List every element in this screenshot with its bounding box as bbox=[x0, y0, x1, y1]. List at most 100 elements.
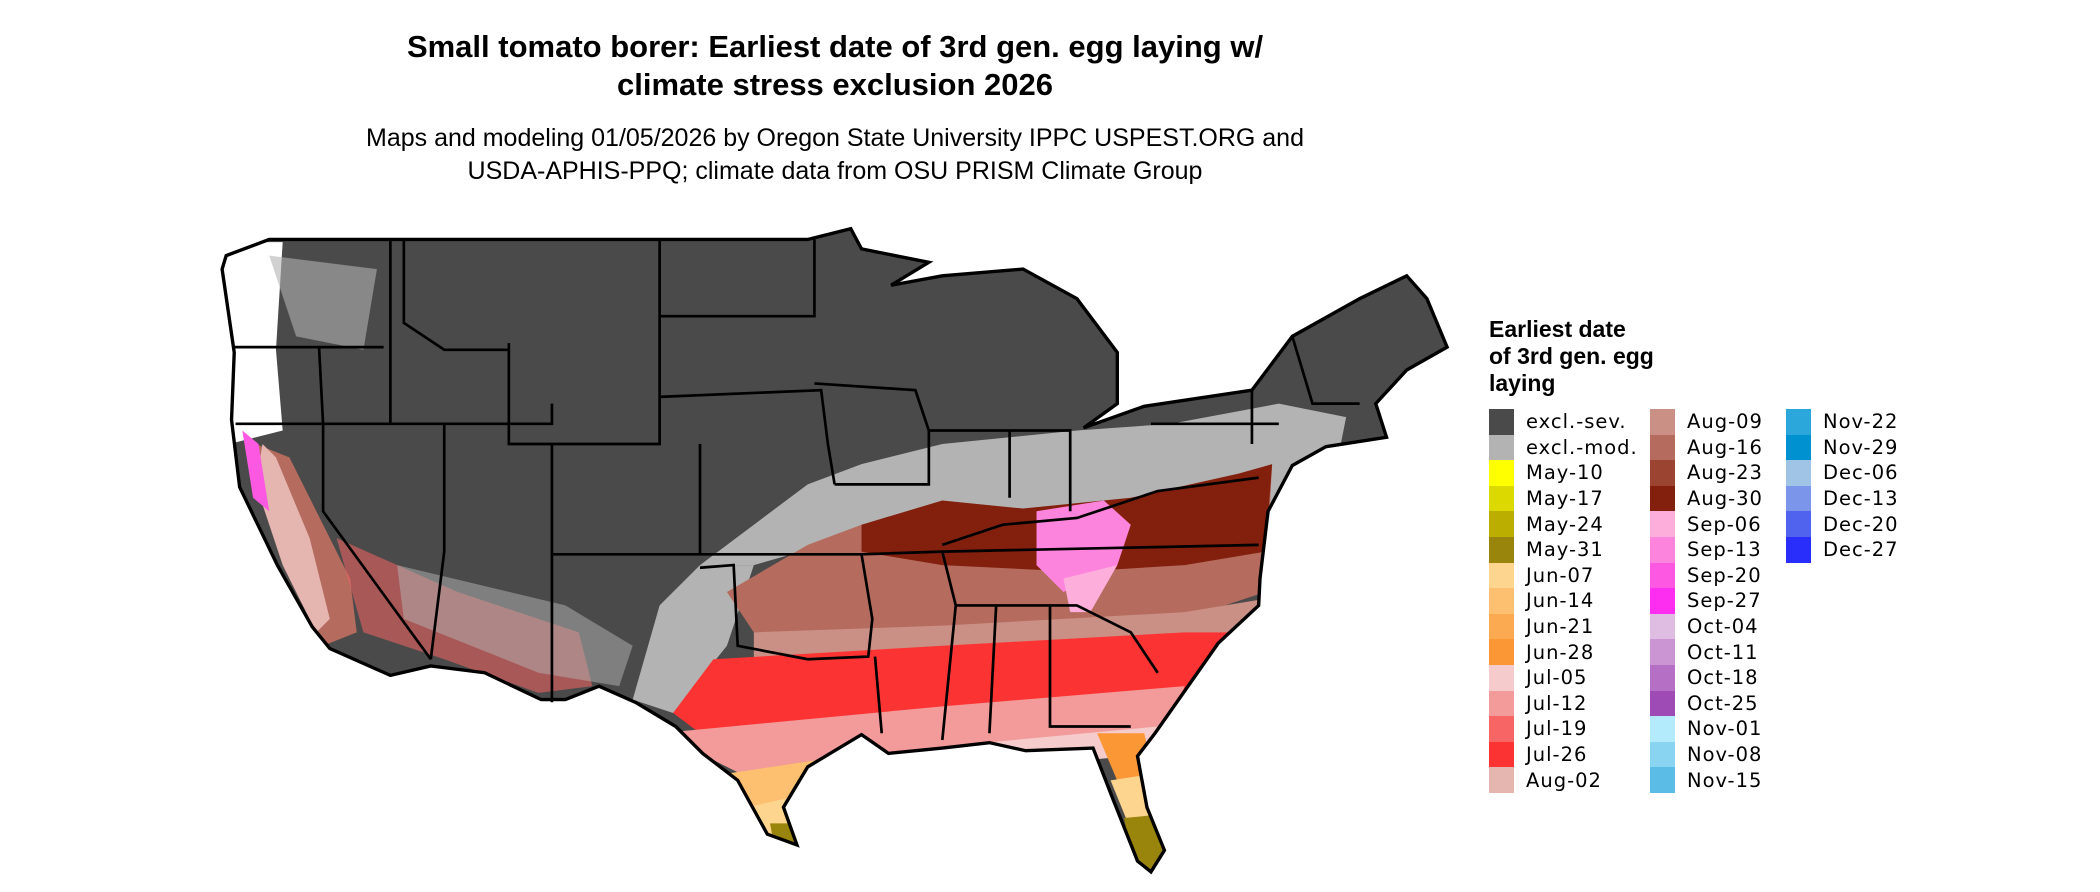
legend-item: May-31 bbox=[1489, 536, 1638, 563]
legend-label: Oct-25 bbox=[1687, 691, 1759, 715]
map-title: Small tomato borer: Earliest date of 3rd… bbox=[300, 28, 1370, 104]
legend-item: May-24 bbox=[1489, 511, 1638, 537]
legend-swatch bbox=[1650, 639, 1675, 665]
legend-column-2: Aug-09 Aug-16 Aug-23 Aug-30 Sep-06 Sep-13 Sep-… bbox=[1650, 409, 1763, 793]
legend-item: Aug-02 bbox=[1489, 767, 1638, 793]
legend-label: Sep-20 bbox=[1687, 563, 1762, 587]
legend-title-line: Earliest date bbox=[1489, 316, 1626, 342]
legend-item: Nov-22 bbox=[1786, 409, 1899, 435]
legend-item: Jul-19 bbox=[1489, 716, 1638, 742]
legend-label: Sep-27 bbox=[1687, 589, 1762, 613]
legend-item: Sep-20 bbox=[1650, 562, 1763, 589]
legend-swatch bbox=[1489, 511, 1514, 537]
legend-swatch bbox=[1650, 613, 1675, 640]
legend-swatch bbox=[1786, 485, 1811, 512]
legend-swatch bbox=[1489, 485, 1514, 512]
legend-label: Aug-09 bbox=[1687, 410, 1763, 434]
legend-item: Oct-04 bbox=[1650, 613, 1763, 640]
legend-label: Jun-07 bbox=[1526, 563, 1595, 587]
legend-swatch bbox=[1489, 639, 1514, 665]
legend-label: Oct-04 bbox=[1687, 615, 1759, 639]
legend-item: excl.-mod. bbox=[1489, 434, 1638, 461]
legend-swatch bbox=[1650, 767, 1675, 793]
legend-swatch bbox=[1650, 409, 1675, 435]
legend-swatch bbox=[1489, 664, 1514, 691]
legend-item: Nov-15 bbox=[1650, 767, 1763, 793]
legend-title-line: laying bbox=[1489, 370, 1556, 396]
legend-swatch bbox=[1489, 767, 1514, 793]
map-subtitle: Maps and modeling 01/05/2026 by Oregon S… bbox=[300, 122, 1370, 188]
subtitle-line-2: USDA-APHIS-PPQ; climate data from OSU PR… bbox=[467, 157, 1203, 185]
legend-item: Oct-25 bbox=[1650, 690, 1763, 717]
legend-swatch bbox=[1650, 460, 1675, 486]
legend-item: Sep-13 bbox=[1650, 536, 1763, 563]
legend-label: Aug-30 bbox=[1687, 487, 1763, 511]
legend-swatch bbox=[1786, 409, 1811, 435]
legend-swatch bbox=[1489, 409, 1514, 435]
legend-title: Earliest date of 3rd gen. egg laying bbox=[1489, 316, 1654, 397]
legend-title-line: of 3rd gen. egg bbox=[1489, 343, 1654, 369]
legend-label: Nov-08 bbox=[1687, 743, 1763, 767]
legend-swatch bbox=[1650, 588, 1675, 614]
legend-item: May-10 bbox=[1489, 460, 1638, 486]
legend-label: Dec-06 bbox=[1823, 461, 1899, 485]
legend-item: Nov-01 bbox=[1650, 716, 1763, 742]
legend-swatch bbox=[1786, 536, 1811, 563]
legend-label: Jun-14 bbox=[1526, 589, 1595, 613]
legend-item: Dec-06 bbox=[1786, 460, 1899, 486]
legend-swatch bbox=[1650, 434, 1675, 461]
legend-swatch bbox=[1650, 716, 1675, 742]
legend-label: Jul-26 bbox=[1526, 743, 1588, 767]
legend-swatch bbox=[1650, 562, 1675, 589]
legend-swatch bbox=[1786, 460, 1811, 486]
legend-item: excl.-sev. bbox=[1489, 409, 1638, 435]
legend-item: Aug-23 bbox=[1650, 460, 1763, 486]
legend-label: Dec-13 bbox=[1823, 487, 1899, 511]
legend-label: Jul-12 bbox=[1526, 691, 1588, 715]
legend-item: Jul-12 bbox=[1489, 690, 1638, 717]
legend-swatch bbox=[1489, 613, 1514, 640]
legend-item: Sep-06 bbox=[1650, 511, 1763, 537]
legend-item: Jun-21 bbox=[1489, 613, 1638, 640]
legend-label: Aug-23 bbox=[1687, 461, 1763, 485]
legend-item: May-17 bbox=[1489, 485, 1638, 512]
legend-swatch bbox=[1489, 562, 1514, 589]
legend-label: Aug-16 bbox=[1687, 435, 1763, 459]
subtitle-line-1: Maps and modeling 01/05/2026 by Oregon S… bbox=[366, 124, 1304, 152]
legend-swatch bbox=[1489, 741, 1514, 768]
legend-label: Oct-11 bbox=[1687, 640, 1759, 664]
legend-swatch bbox=[1489, 434, 1514, 461]
legend-label: Nov-22 bbox=[1823, 410, 1899, 434]
legend-label: May-31 bbox=[1526, 538, 1604, 562]
legend-label: Jul-19 bbox=[1526, 717, 1588, 741]
legend-label: Aug-02 bbox=[1526, 768, 1602, 792]
legend-item: Oct-18 bbox=[1650, 664, 1763, 691]
legend-column-1: excl.-sev. excl.-mod. May-10 May-17 May-24 Ma… bbox=[1489, 409, 1638, 793]
legend-item: Nov-29 bbox=[1786, 434, 1899, 461]
legend-item: Oct-11 bbox=[1650, 639, 1763, 665]
legend-swatch bbox=[1489, 588, 1514, 614]
legend-swatch bbox=[1489, 460, 1514, 486]
legend-label: May-17 bbox=[1526, 487, 1604, 511]
legend-item: Jun-07 bbox=[1489, 562, 1638, 589]
legend-swatch bbox=[1489, 716, 1514, 742]
legend-item: Jun-14 bbox=[1489, 588, 1638, 614]
legend-label: excl.-mod. bbox=[1526, 435, 1638, 459]
legend-item: Aug-30 bbox=[1650, 485, 1763, 512]
legend-item: Dec-20 bbox=[1786, 511, 1899, 537]
state-borders bbox=[234, 239, 1360, 741]
legend-column-3: Nov-22 Nov-29 Dec-06 Dec-13 Dec-20 Dec-27 bbox=[1786, 409, 1899, 563]
title-line-1: Small tomato borer: Earliest date of 3rd… bbox=[406, 29, 1264, 64]
legend-item: Dec-13 bbox=[1786, 485, 1899, 512]
legend-item: Jul-05 bbox=[1489, 664, 1638, 691]
legend-label: Jul-05 bbox=[1526, 666, 1588, 690]
legend-label: Sep-13 bbox=[1687, 538, 1762, 562]
legend-swatch bbox=[1489, 536, 1514, 563]
legend-item: Nov-08 bbox=[1650, 741, 1763, 768]
legend-swatch bbox=[1650, 664, 1675, 691]
legend-item: Aug-09 bbox=[1650, 409, 1763, 435]
legend-swatch bbox=[1650, 485, 1675, 512]
legend-swatch bbox=[1650, 741, 1675, 768]
legend-swatch bbox=[1489, 690, 1514, 717]
legend-label: Oct-18 bbox=[1687, 666, 1759, 690]
